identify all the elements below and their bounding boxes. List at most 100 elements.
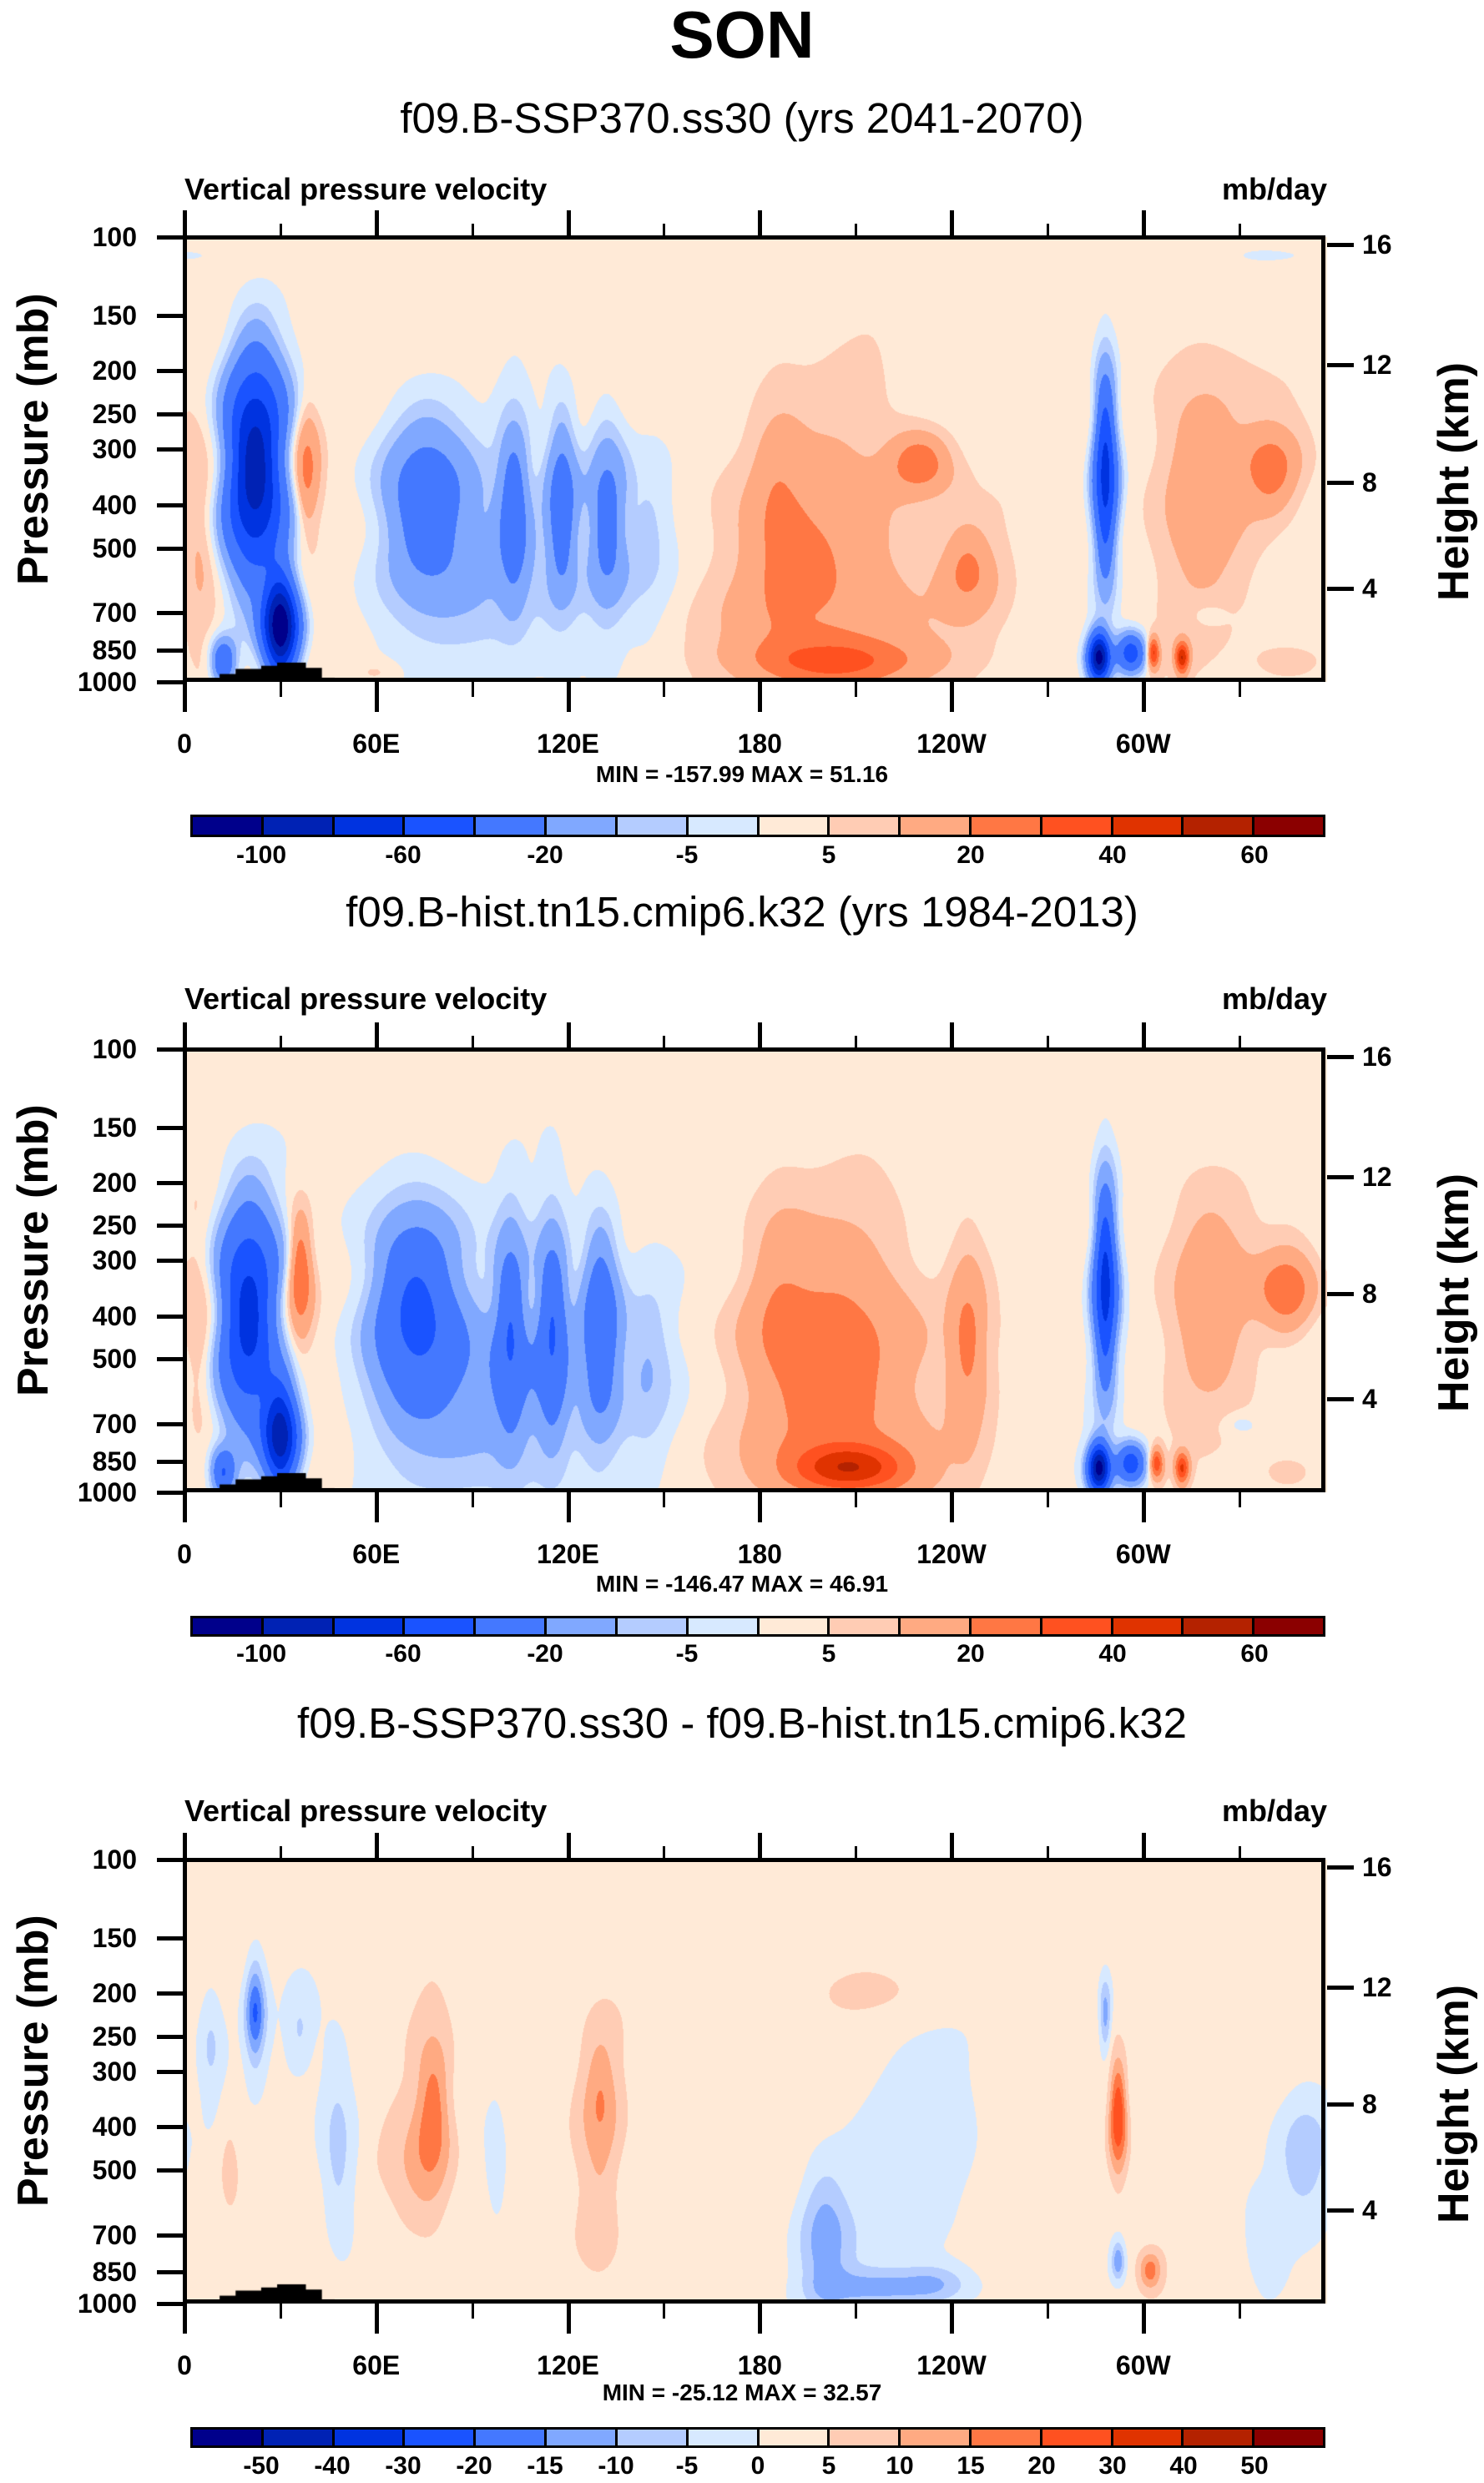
colorbar-swatch bbox=[759, 2430, 830, 2445]
panel-title: f09.B-SSP370.ss30 - f09.B-hist.tn15.cmip… bbox=[297, 1699, 1187, 1747]
height-tick bbox=[1327, 2102, 1354, 2107]
x-tick-top bbox=[758, 210, 763, 237]
colorbar-label: -5 bbox=[675, 841, 699, 869]
x-minor-tick-bottom bbox=[1046, 682, 1049, 697]
colorbar-swatch bbox=[1042, 1618, 1113, 1634]
x-tick-top bbox=[183, 210, 187, 237]
colorbar-swatch bbox=[759, 1618, 830, 1634]
height-tick-label: 8 bbox=[1362, 467, 1377, 497]
y-tick bbox=[157, 1421, 184, 1426]
x-tick-top bbox=[566, 1022, 571, 1049]
colorbar-label: -20 bbox=[456, 2452, 492, 2480]
colorbar-swatch bbox=[1184, 817, 1255, 835]
x-tick-label: 180 bbox=[737, 729, 782, 759]
x-tick-label: 0 bbox=[177, 729, 192, 759]
colorbar-swatch bbox=[830, 817, 901, 835]
y-tick bbox=[157, 369, 184, 374]
contour-field bbox=[184, 1049, 1327, 1492]
x-tick-bottom bbox=[1141, 682, 1146, 712]
y-tick-label: 100 bbox=[92, 1034, 137, 1064]
x-tick-bottom bbox=[183, 1492, 187, 1522]
height-tick-label: 16 bbox=[1362, 1042, 1392, 1072]
plot-frame bbox=[183, 1858, 1325, 2304]
colorbar-swatch bbox=[547, 817, 618, 835]
x-tick-bottom bbox=[758, 1492, 763, 1522]
y-tick bbox=[157, 1180, 184, 1185]
x-minor-tick-top bbox=[279, 1036, 282, 1049]
y-tick bbox=[157, 313, 184, 318]
height-tick-label: 12 bbox=[1362, 1161, 1392, 1192]
height-tick bbox=[1327, 1055, 1354, 1060]
min-max-text: MIN = -25.12 MAX = 32.57 bbox=[602, 2380, 882, 2405]
contour-plot bbox=[183, 1047, 1327, 1492]
height-tick bbox=[1327, 1174, 1354, 1179]
y-tick bbox=[157, 1935, 184, 1940]
colorbar-label: 20 bbox=[957, 841, 985, 869]
colorbar-swatch bbox=[405, 2430, 477, 2445]
colorbar-swatch bbox=[971, 2430, 1042, 2445]
y-tick bbox=[157, 1357, 184, 1362]
colorbar-swatch bbox=[971, 1618, 1042, 1634]
units-label: mb/day bbox=[1221, 982, 1327, 1016]
x-minor-tick-bottom bbox=[279, 1492, 282, 1507]
x-tick-label: 120W bbox=[916, 2350, 987, 2380]
y-tick bbox=[157, 2168, 184, 2173]
x-minor-tick-bottom bbox=[663, 2304, 666, 2319]
y-tick bbox=[157, 1259, 184, 1264]
x-tick-bottom bbox=[566, 682, 571, 712]
x-minor-tick-bottom bbox=[663, 682, 666, 697]
y-tick-label: 300 bbox=[92, 434, 137, 465]
x-minor-tick-bottom bbox=[471, 1492, 474, 1507]
x-minor-tick-bottom bbox=[1238, 682, 1241, 697]
colorbar-swatch bbox=[263, 1618, 335, 1634]
y-tick-label: 150 bbox=[92, 1112, 137, 1143]
colorbar-label: 40 bbox=[1098, 841, 1127, 869]
x-tick-top bbox=[566, 1833, 571, 1860]
colorbar-label: 10 bbox=[886, 2452, 914, 2480]
colorbar-swatch bbox=[193, 817, 264, 835]
colorbar-swatch bbox=[405, 1618, 477, 1634]
colorbar-swatch bbox=[1113, 817, 1184, 835]
colorbar-swatch bbox=[971, 817, 1042, 835]
colorbar-swatch bbox=[334, 817, 406, 835]
y-tick bbox=[157, 502, 184, 507]
x-tick-label: 60E bbox=[352, 729, 401, 759]
colorbar-swatch bbox=[688, 2430, 760, 2445]
colorbar-label: 5 bbox=[821, 1640, 836, 1668]
height-tick-label: 8 bbox=[1362, 2089, 1377, 2120]
colorbar-label: 15 bbox=[957, 2452, 985, 2480]
y-tick bbox=[157, 447, 184, 452]
x-tick-label: 60E bbox=[352, 2350, 401, 2380]
y-tick bbox=[157, 1991, 184, 1996]
y-tick bbox=[157, 2233, 184, 2238]
x-tick-bottom bbox=[566, 2304, 571, 2334]
x-minor-tick-bottom bbox=[279, 2304, 282, 2319]
y-tick bbox=[157, 412, 184, 417]
x-tick-label: 120E bbox=[537, 1539, 599, 1569]
x-tick-bottom bbox=[374, 682, 379, 712]
panel-title: f09.B-hist.tn15.cmip6.k32 (yrs 1984-2013… bbox=[346, 888, 1138, 936]
colorbar-swatch bbox=[334, 2430, 406, 2445]
y-tick bbox=[157, 2270, 184, 2275]
height-tick bbox=[1327, 363, 1354, 368]
colorbar-label: 40 bbox=[1169, 2452, 1198, 2480]
x-tick-top bbox=[1141, 210, 1146, 237]
x-tick-top bbox=[183, 1833, 187, 1860]
contour-plot bbox=[183, 1858, 1327, 2304]
y-tick-label: 100 bbox=[92, 222, 137, 252]
height-tick-label: 16 bbox=[1362, 230, 1392, 260]
x-minor-tick-bottom bbox=[855, 1492, 858, 1507]
colorbar-swatch bbox=[476, 2430, 548, 2445]
figure-title: SON bbox=[669, 0, 815, 72]
colorbar-swatch bbox=[547, 2430, 618, 2445]
x-tick-label: 60W bbox=[1115, 1539, 1171, 1569]
y-tick-label: 500 bbox=[92, 1344, 137, 1375]
colorbar-label: -30 bbox=[385, 2452, 421, 2480]
x-minor-tick-top bbox=[1238, 1036, 1241, 1049]
x-tick-bottom bbox=[374, 2304, 379, 2334]
x-tick-label: 180 bbox=[737, 1539, 782, 1569]
y-tick bbox=[157, 2302, 184, 2306]
variable-name: Vertical pressure velocity bbox=[184, 1794, 548, 1828]
x-minor-tick-top bbox=[1046, 224, 1049, 237]
colorbar-swatch bbox=[901, 1618, 972, 1634]
